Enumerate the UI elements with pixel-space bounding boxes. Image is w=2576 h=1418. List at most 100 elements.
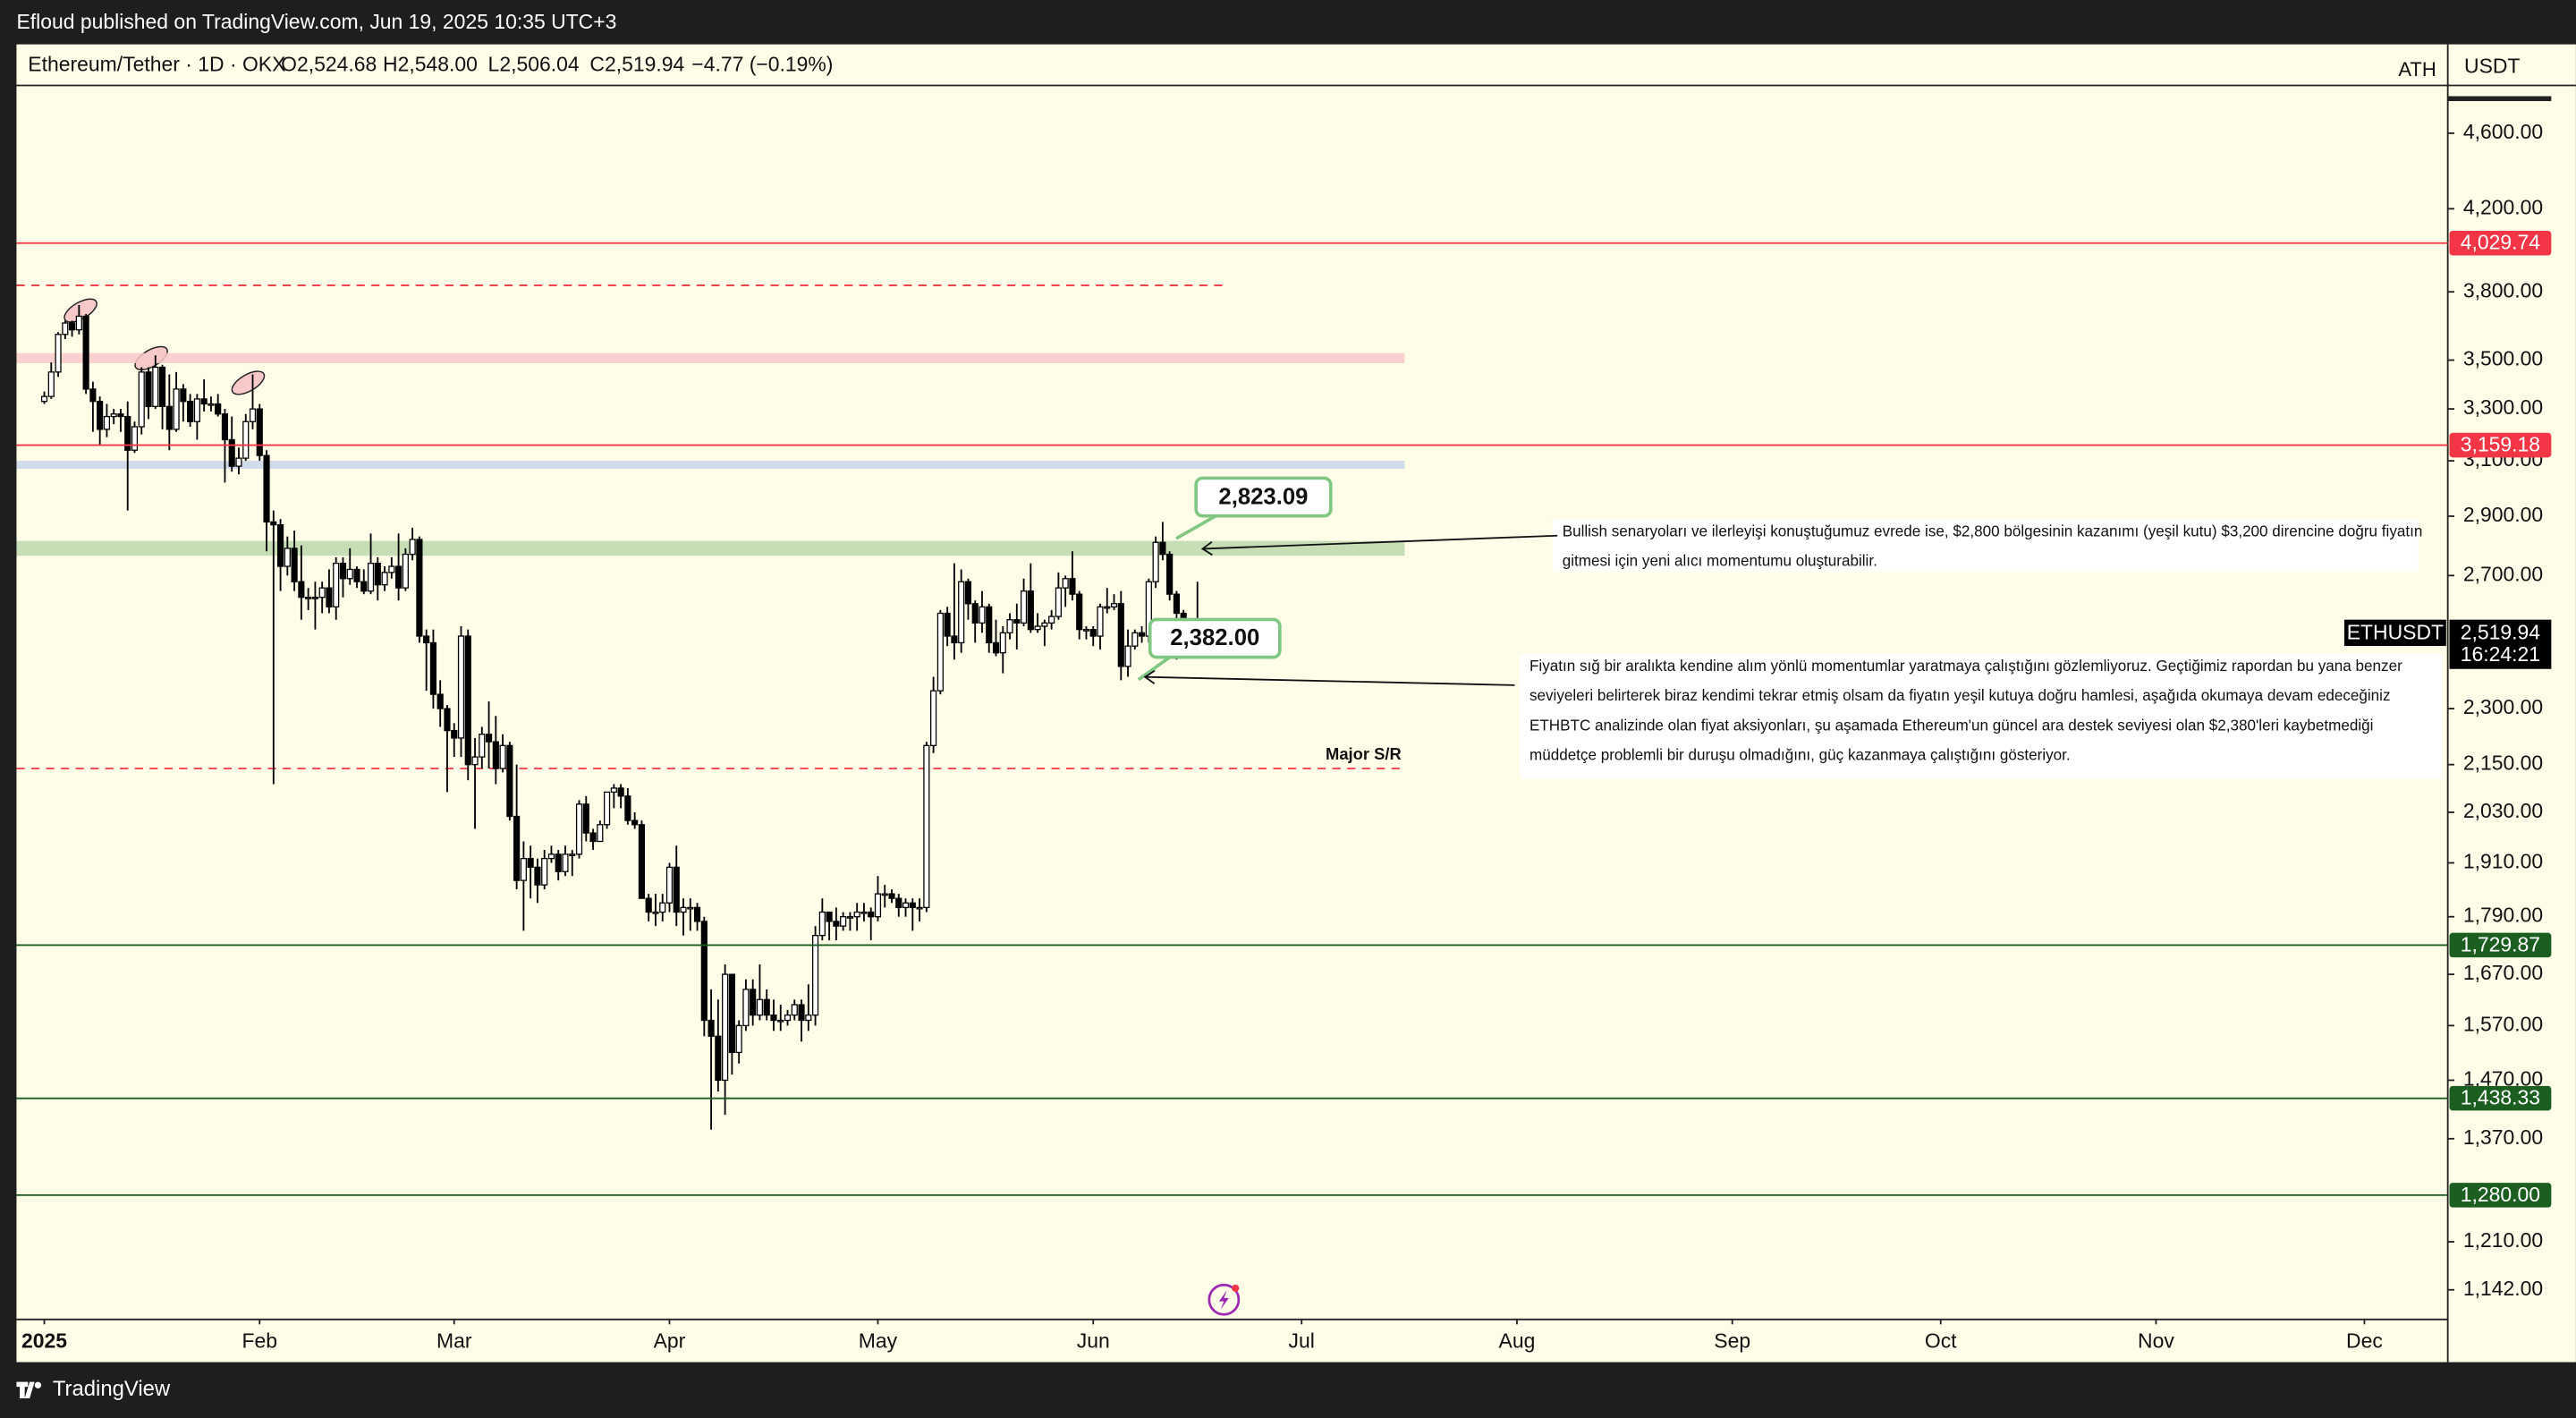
level-tag-label: 3,159.18 [2461,433,2540,456]
candle-body [451,729,458,739]
candle-body [708,1019,715,1037]
candle-body [353,568,360,582]
y-tick-label: 4,200.00 [2463,195,2543,218]
candle-body [735,1024,742,1054]
x-tick-label: Jun [1077,1329,1110,1353]
y-tick-label: 2,900.00 [2463,503,2543,526]
candle-body [1034,625,1041,631]
candle-body [485,734,493,743]
candle-body [1124,645,1131,667]
candle-body [728,973,735,1054]
candle-body [742,989,750,1027]
zone [16,540,1405,556]
candle-body [1027,590,1034,631]
candle-body [1041,622,1048,627]
last-price-tag [2449,619,2552,669]
candle-body [124,415,131,451]
note-arrow [1145,675,1515,686]
candle-body [881,893,888,896]
candle-body [805,1014,812,1022]
candle-body [402,553,409,589]
candle-body [555,853,562,872]
candle-body [221,413,229,441]
callout-label: 2,823.09 [1218,484,1308,509]
candle-body [770,1014,777,1022]
candle-body [986,606,993,644]
candle-body [360,581,368,592]
candle-body [1159,541,1166,556]
candle-body [471,756,479,766]
x-tick-label: Dec [2346,1329,2383,1353]
low-label: L2,506.04 [488,53,580,76]
candle-body [597,824,604,843]
candle-body [1013,619,1021,624]
candle-body [499,744,506,769]
level-tag-label: 4,029.74 [2461,231,2541,254]
candle-body [479,734,486,758]
candle-body [82,315,89,390]
x-tick-label: May [859,1329,898,1353]
y-tick-label: 2,700.00 [2463,562,2543,585]
candle-body [228,438,235,467]
candle-body [339,563,347,580]
note-line: seviyeleri belirterek biraz kendimi tekr… [1530,687,2391,704]
candle-body [492,741,499,769]
level-tag-label: 1,438.33 [2461,1086,2540,1109]
y-tick-label: 1,370.00 [2463,1125,2543,1149]
note-line: müddetçe problemli bir duruşu olmadığını… [1530,746,2071,763]
x-tick-label: Nov [2138,1329,2174,1353]
candle-body [687,906,694,910]
candle-body [395,565,402,589]
level-tag [2449,1183,2552,1208]
candle-body [638,824,646,899]
candle-body [840,916,847,927]
note-arrowhead [1200,541,1213,556]
y-tick-label: 1,210.00 [2463,1228,2543,1252]
candle-body [534,866,541,886]
x-tick-label: Apr [654,1329,686,1353]
candle-body [284,548,291,567]
candle-body [645,897,652,913]
candle-body [944,612,951,637]
candle-body [97,401,104,430]
note-arrowhead [1143,669,1156,684]
countdown-label: 16:24:21 [2461,642,2540,666]
candle-body [527,858,534,869]
brand[interactable]: TradingView [16,1377,171,1401]
candle-body [276,524,284,567]
candle-body [665,866,674,904]
candle-body [693,906,701,922]
candle-body [165,405,173,430]
y-tick-label: 3,300.00 [2463,395,2543,419]
candle-body [610,787,617,794]
currency-label[interactable]: USDT [2464,54,2520,77]
candle-body [506,744,513,818]
candle-body [784,1014,792,1022]
candle-body [1069,578,1076,595]
dashed-level-label: Major S/R [1326,744,1402,763]
candle-body [416,539,423,637]
candle-body [868,911,875,918]
last-price-label: 2,519.94 [2461,620,2541,643]
close-label: C2,519.94 [589,53,684,76]
candle-body [680,906,687,913]
bolt-ring [1208,1283,1241,1316]
candle-body [152,366,159,407]
candle-body [547,853,555,860]
open-label: O2,524.68 [281,53,377,76]
candle-body [1062,578,1069,589]
note-line: Fiyatın sığ bir aralıkta kendine alım yö… [1530,658,2402,675]
level-tag [2449,932,2552,958]
candle-body [1117,603,1124,667]
candle-body [624,795,631,821]
candle-body [208,403,215,406]
bolt-icon[interactable] [1208,1283,1241,1316]
symbol-tag-label: ETHUSDT [2347,620,2444,643]
candle-body [69,322,76,331]
candle-body [930,690,937,746]
candle-body [874,893,882,918]
candle-body [55,334,62,373]
candle-body [318,587,326,599]
candle-body [291,548,298,582]
x-tick-label: Jul [1289,1329,1315,1353]
